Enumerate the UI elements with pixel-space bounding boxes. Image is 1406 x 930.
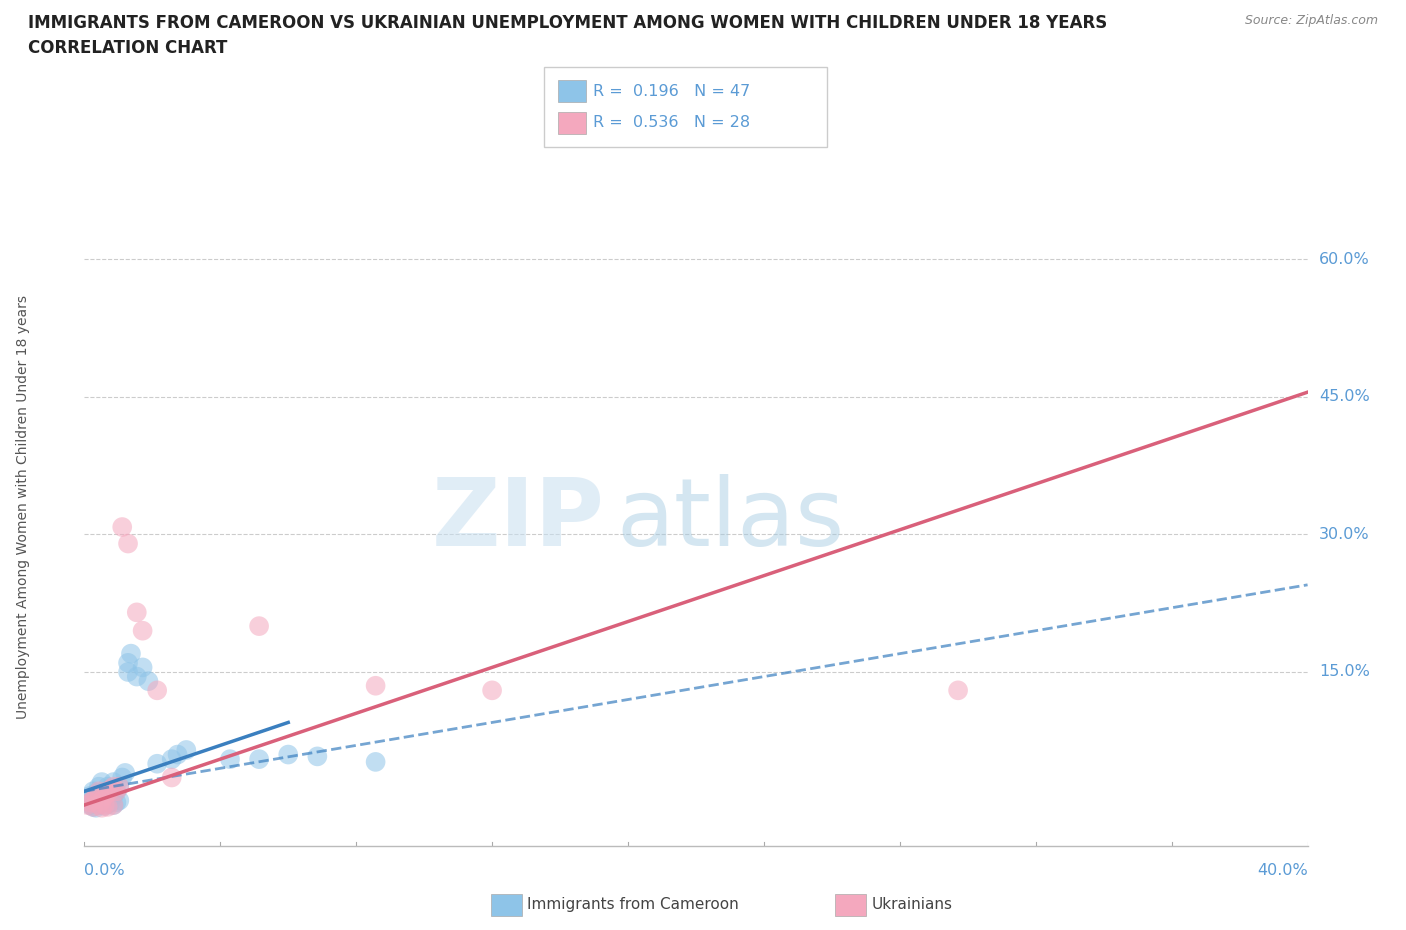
- Point: [108, 793, 131, 808]
- Point: [93, 798, 115, 813]
- Point: [87, 784, 110, 799]
- Point: [117, 665, 139, 680]
- Point: [97, 800, 120, 815]
- Point: [87, 791, 110, 806]
- Point: [100, 782, 122, 797]
- Point: [111, 770, 134, 785]
- Point: [103, 775, 125, 790]
- Point: [103, 779, 125, 794]
- Point: [946, 683, 969, 698]
- Point: [79, 795, 101, 810]
- Point: [90, 796, 112, 811]
- Point: [131, 660, 153, 675]
- Point: [160, 751, 183, 766]
- Point: [82, 784, 104, 799]
- Point: [174, 742, 197, 757]
- Point: [166, 747, 188, 762]
- Point: [111, 520, 134, 535]
- Text: 60.0%: 60.0%: [1319, 252, 1369, 267]
- Text: R =  0.196   N = 47: R = 0.196 N = 47: [593, 84, 751, 99]
- Point: [277, 747, 299, 762]
- Point: [97, 797, 120, 812]
- Point: [114, 765, 136, 780]
- Point: [93, 789, 115, 804]
- Point: [90, 775, 112, 790]
- Point: [79, 798, 101, 813]
- Point: [103, 798, 125, 813]
- Point: [93, 799, 115, 814]
- Text: 0.0%: 0.0%: [84, 863, 125, 878]
- Point: [125, 604, 148, 619]
- Point: [103, 798, 125, 813]
- Point: [97, 791, 120, 806]
- Point: [84, 786, 107, 801]
- Text: Immigrants from Cameroon: Immigrants from Cameroon: [527, 897, 740, 912]
- Text: 45.0%: 45.0%: [1319, 390, 1369, 405]
- Point: [90, 793, 112, 808]
- Text: Ukrainians: Ukrainians: [872, 897, 953, 912]
- Point: [117, 656, 139, 671]
- Point: [87, 798, 110, 813]
- Point: [364, 754, 387, 769]
- Point: [108, 779, 131, 794]
- Point: [146, 683, 169, 698]
- Point: [125, 670, 148, 684]
- Text: ZIP: ZIP: [432, 474, 605, 566]
- Point: [100, 795, 122, 810]
- Point: [247, 618, 270, 633]
- Point: [146, 756, 169, 771]
- Point: [117, 536, 139, 551]
- Point: [82, 800, 104, 815]
- Text: Source: ZipAtlas.com: Source: ZipAtlas.com: [1244, 14, 1378, 27]
- Point: [481, 683, 503, 698]
- Point: [219, 751, 242, 766]
- Point: [84, 789, 107, 804]
- Point: [108, 779, 131, 794]
- Point: [105, 784, 128, 799]
- Text: Unemployment Among Women with Children Under 18 years: Unemployment Among Women with Children U…: [17, 295, 30, 719]
- Point: [105, 784, 128, 799]
- Point: [87, 779, 110, 794]
- Point: [82, 793, 104, 808]
- Point: [93, 793, 115, 808]
- Point: [120, 646, 142, 661]
- Text: CORRELATION CHART: CORRELATION CHART: [28, 39, 228, 57]
- Point: [79, 789, 101, 804]
- Text: 30.0%: 30.0%: [1319, 527, 1369, 542]
- Point: [105, 795, 128, 810]
- Point: [97, 786, 120, 801]
- Point: [90, 789, 112, 804]
- Point: [82, 800, 104, 815]
- Point: [84, 795, 107, 810]
- Point: [76, 793, 98, 808]
- Text: R =  0.536   N = 28: R = 0.536 N = 28: [593, 115, 751, 130]
- Point: [93, 784, 115, 799]
- Point: [364, 678, 387, 693]
- Point: [103, 789, 125, 804]
- Text: 15.0%: 15.0%: [1319, 665, 1369, 680]
- Point: [87, 798, 110, 813]
- Point: [100, 782, 122, 797]
- Text: 40.0%: 40.0%: [1257, 863, 1308, 878]
- Point: [247, 751, 270, 766]
- Point: [97, 779, 120, 794]
- Text: atlas: atlas: [616, 474, 845, 566]
- Point: [82, 793, 104, 808]
- Point: [138, 673, 160, 688]
- Point: [307, 749, 329, 764]
- Point: [160, 770, 183, 785]
- Point: [76, 798, 98, 813]
- Point: [131, 623, 153, 638]
- Point: [90, 801, 112, 816]
- Point: [84, 801, 107, 816]
- Text: IMMIGRANTS FROM CAMEROON VS UKRAINIAN UNEMPLOYMENT AMONG WOMEN WITH CHILDREN UND: IMMIGRANTS FROM CAMEROON VS UKRAINIAN UN…: [28, 14, 1108, 32]
